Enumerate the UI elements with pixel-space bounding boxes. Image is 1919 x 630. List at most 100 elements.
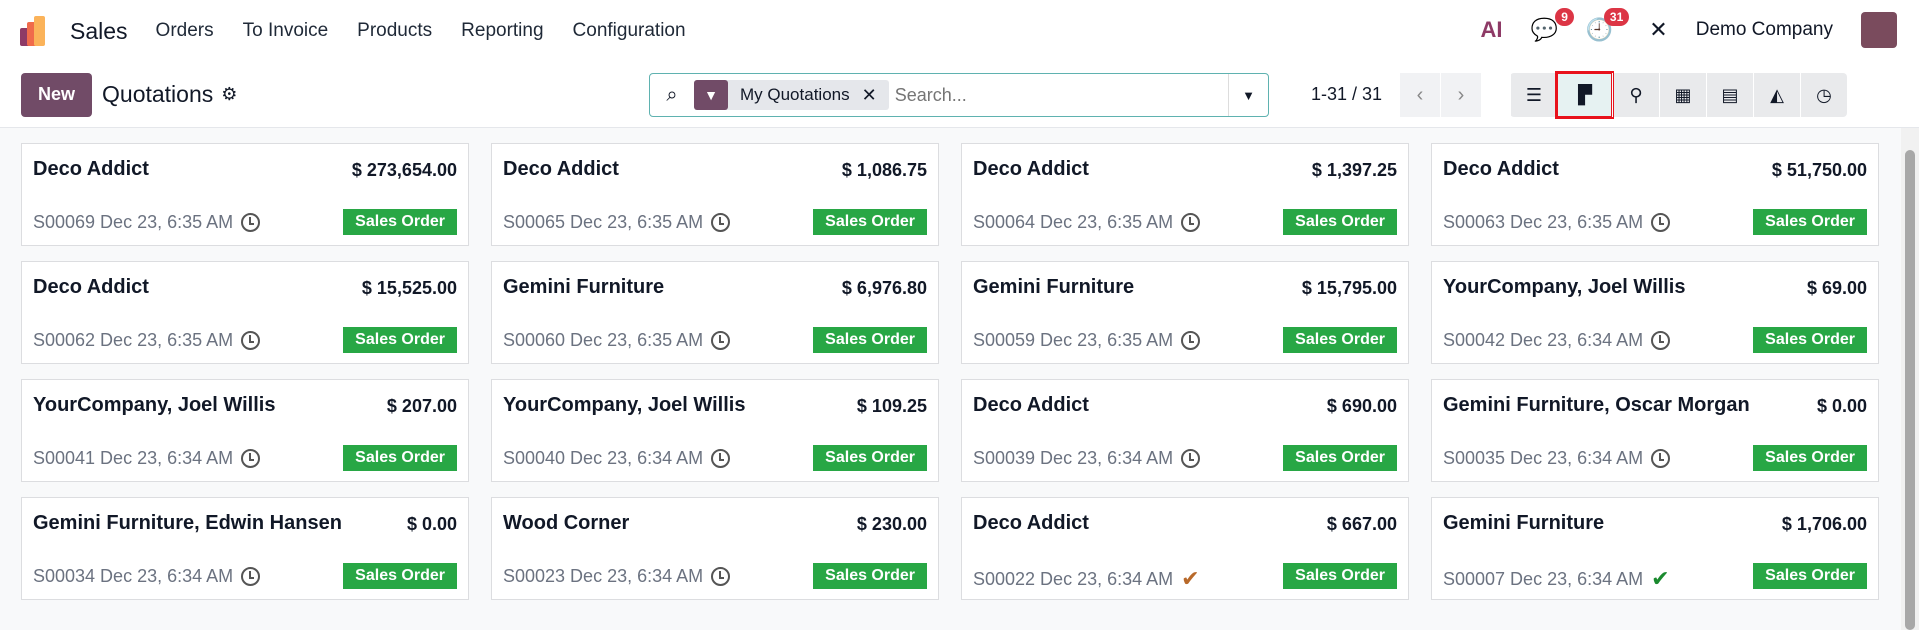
order-info: S00059 Dec 23, 6:35 AM [973, 330, 1201, 351]
menu-to-invoice[interactable]: To Invoice [242, 20, 329, 41]
kanban-card[interactable]: Deco Addict $ 667.00 S00022 Dec 23, 6:34… [961, 497, 1409, 600]
customer-name: YourCompany, Joel Willis [1443, 276, 1686, 298]
order-info: S00065 Dec 23, 6:35 AM [503, 212, 731, 233]
pivot-view-button[interactable]: ▤ [1706, 73, 1753, 117]
kanban-card[interactable]: Deco Addict $ 15,525.00 S00062 Dec 23, 6… [21, 261, 469, 364]
status-badge: Sales Order [813, 563, 927, 589]
status-badge: Sales Order [1283, 209, 1397, 235]
kanban-card[interactable]: Deco Addict $ 51,750.00 S00063 Dec 23, 6… [1431, 143, 1879, 246]
clock-icon[interactable] [1651, 331, 1671, 350]
amount: $ 15,795.00 [1301, 278, 1397, 298]
graph-view-button[interactable]: ◭ [1753, 73, 1800, 117]
clock-icon[interactable] [241, 331, 261, 350]
order-ref-date: S00065 Dec 23, 6:35 AM [503, 212, 704, 232]
order-ref-date: S00062 Dec 23, 6:35 AM [33, 330, 234, 350]
kanban-card[interactable]: YourCompany, Joel Willis $ 207.00 S00041… [21, 379, 469, 482]
filter-label: My Quotations [740, 85, 850, 104]
activities-icon[interactable]: 🕘 31 [1586, 8, 1630, 43]
status-badge: Sales Order [1283, 327, 1397, 353]
control-panel: New Quotations ⚙ ⌕ ▼ My Quotations ✕ ▼ 1… [0, 62, 1919, 128]
kanban-area: Deco Addict $ 273,654.00 S00069 Dec 23, … [0, 128, 1919, 630]
pager-value[interactable]: 1-31 / 31 [1311, 84, 1383, 104]
scrollbar[interactable] [1901, 128, 1919, 630]
order-ref-date: S00063 Dec 23, 6:35 AM [1443, 212, 1644, 232]
order-info: S00035 Dec 23, 6:34 AM [1443, 448, 1671, 469]
search-icon[interactable]: ⌕ [666, 83, 678, 106]
check-icon[interactable]: ✔ [1651, 566, 1670, 591]
status-badge: Sales Order [343, 327, 457, 353]
clock-icon[interactable] [711, 213, 731, 232]
menu-configuration[interactable]: Configuration [572, 20, 686, 41]
app-name[interactable]: Sales [70, 17, 128, 44]
clock-icon[interactable] [1651, 449, 1671, 468]
order-info: S00063 Dec 23, 6:35 AM [1443, 212, 1671, 233]
kanban-card[interactable]: Deco Addict $ 273,654.00 S00069 Dec 23, … [21, 143, 469, 246]
messages-icon[interactable]: 💬 9 [1530, 8, 1574, 43]
menu-products[interactable]: Products [357, 20, 433, 41]
kanban-card[interactable]: Gemini Furniture $ 1,706.00 S00007 Dec 2… [1431, 497, 1879, 600]
clock-icon[interactable] [711, 449, 731, 468]
amount: $ 51,750.00 [1771, 160, 1867, 180]
pager-previous-button[interactable]: ‹ [1400, 73, 1440, 117]
order-ref-date: S00007 Dec 23, 6:34 AM [1443, 568, 1644, 589]
order-ref-date: S00023 Dec 23, 6:34 AM [503, 566, 704, 586]
kanban-card[interactable]: Wood Corner $ 230.00 S00023 Dec 23, 6:34… [491, 497, 939, 600]
user-avatar[interactable] [1861, 12, 1897, 48]
amount: $ 109.25 [856, 396, 927, 416]
menu-orders[interactable]: Orders [155, 20, 214, 41]
clock-icon[interactable] [711, 331, 731, 350]
kanban-card[interactable]: YourCompany, Joel Willis $ 69.00 S00042 … [1431, 261, 1879, 364]
list-view-button[interactable]: ☰ [1510, 73, 1557, 117]
kanban-card[interactable]: YourCompany, Joel Willis $ 109.25 S00040… [491, 379, 939, 482]
new-button[interactable]: New [21, 72, 93, 117]
clock-icon[interactable] [241, 213, 261, 232]
pager-next-button[interactable]: › [1441, 73, 1481, 117]
search-input[interactable] [894, 84, 1228, 106]
menu-reporting[interactable]: Reporting [461, 20, 544, 41]
clock-icon[interactable] [1181, 331, 1201, 350]
ai-icon[interactable]: AI [1480, 17, 1503, 42]
check-icon[interactable]: ✔ [1181, 566, 1200, 591]
clock-icon[interactable] [241, 449, 261, 468]
kanban-card[interactable]: Gemini Furniture $ 15,795.00 S00059 Dec … [961, 261, 1409, 364]
amount: $ 207.00 [386, 396, 457, 416]
kanban-card[interactable]: Deco Addict $ 690.00 S00039 Dec 23, 6:34… [961, 379, 1409, 482]
remove-filter-icon[interactable]: ✕ [861, 84, 877, 105]
map-view-button[interactable]: ⚲ [1612, 73, 1659, 117]
kanban-card[interactable]: Gemini Furniture $ 6,976.80 S00060 Dec 2… [491, 261, 939, 364]
status-badge: Sales Order [813, 445, 927, 471]
sales-app-logo[interactable] [20, 16, 50, 46]
kanban-card[interactable]: Deco Addict $ 1,086.75 S00065 Dec 23, 6:… [491, 143, 939, 246]
order-info: S00062 Dec 23, 6:35 AM [33, 330, 261, 351]
clock-icon[interactable] [1181, 213, 1201, 232]
clock-icon[interactable] [241, 567, 261, 586]
view-switcher: ☰ ▛ ⚲ ▦ ▤ ◭ ◷ [1510, 71, 1847, 119]
order-info: S00041 Dec 23, 6:34 AM [33, 448, 261, 469]
customer-name: Deco Addict [33, 276, 149, 298]
calendar-view-button[interactable]: ▦ [1659, 73, 1706, 117]
order-info: S00060 Dec 23, 6:35 AM [503, 330, 731, 351]
customer-name: Deco Addict [973, 512, 1089, 534]
gear-icon[interactable]: ⚙ [221, 84, 238, 104]
filter-facet: ▼ My Quotations ✕ [694, 80, 889, 110]
order-info: S00023 Dec 23, 6:34 AM [503, 566, 731, 587]
status-badge: Sales Order [1753, 445, 1867, 471]
search-options-toggle[interactable]: ▼ [1228, 74, 1268, 116]
amount: $ 690.00 [1326, 396, 1397, 416]
order-info: S00040 Dec 23, 6:34 AM [503, 448, 731, 469]
top-navbar: Sales Orders To Invoice Products Reporti… [0, 0, 1919, 62]
order-info: S00039 Dec 23, 6:34 AM [973, 448, 1201, 469]
scrollbar-thumb[interactable] [1905, 150, 1915, 630]
status-badge: Sales Order [1283, 563, 1397, 589]
kanban-view-button[interactable]: ▛ [1555, 71, 1614, 119]
activity-view-button[interactable]: ◷ [1800, 73, 1847, 117]
amount: $ 1,397.25 [1311, 160, 1397, 180]
kanban-card[interactable]: Gemini Furniture, Oscar Morgan $ 0.00 S0… [1431, 379, 1879, 482]
tools-icon[interactable]: ✕ [1649, 17, 1668, 42]
kanban-card[interactable]: Deco Addict $ 1,397.25 S00064 Dec 23, 6:… [961, 143, 1409, 246]
clock-icon[interactable] [1651, 213, 1671, 232]
clock-icon[interactable] [711, 567, 731, 586]
kanban-card[interactable]: Gemini Furniture, Edwin Hansen $ 0.00 S0… [21, 497, 469, 600]
clock-icon[interactable] [1181, 449, 1201, 468]
company-switcher[interactable]: Demo Company [1695, 19, 1833, 40]
